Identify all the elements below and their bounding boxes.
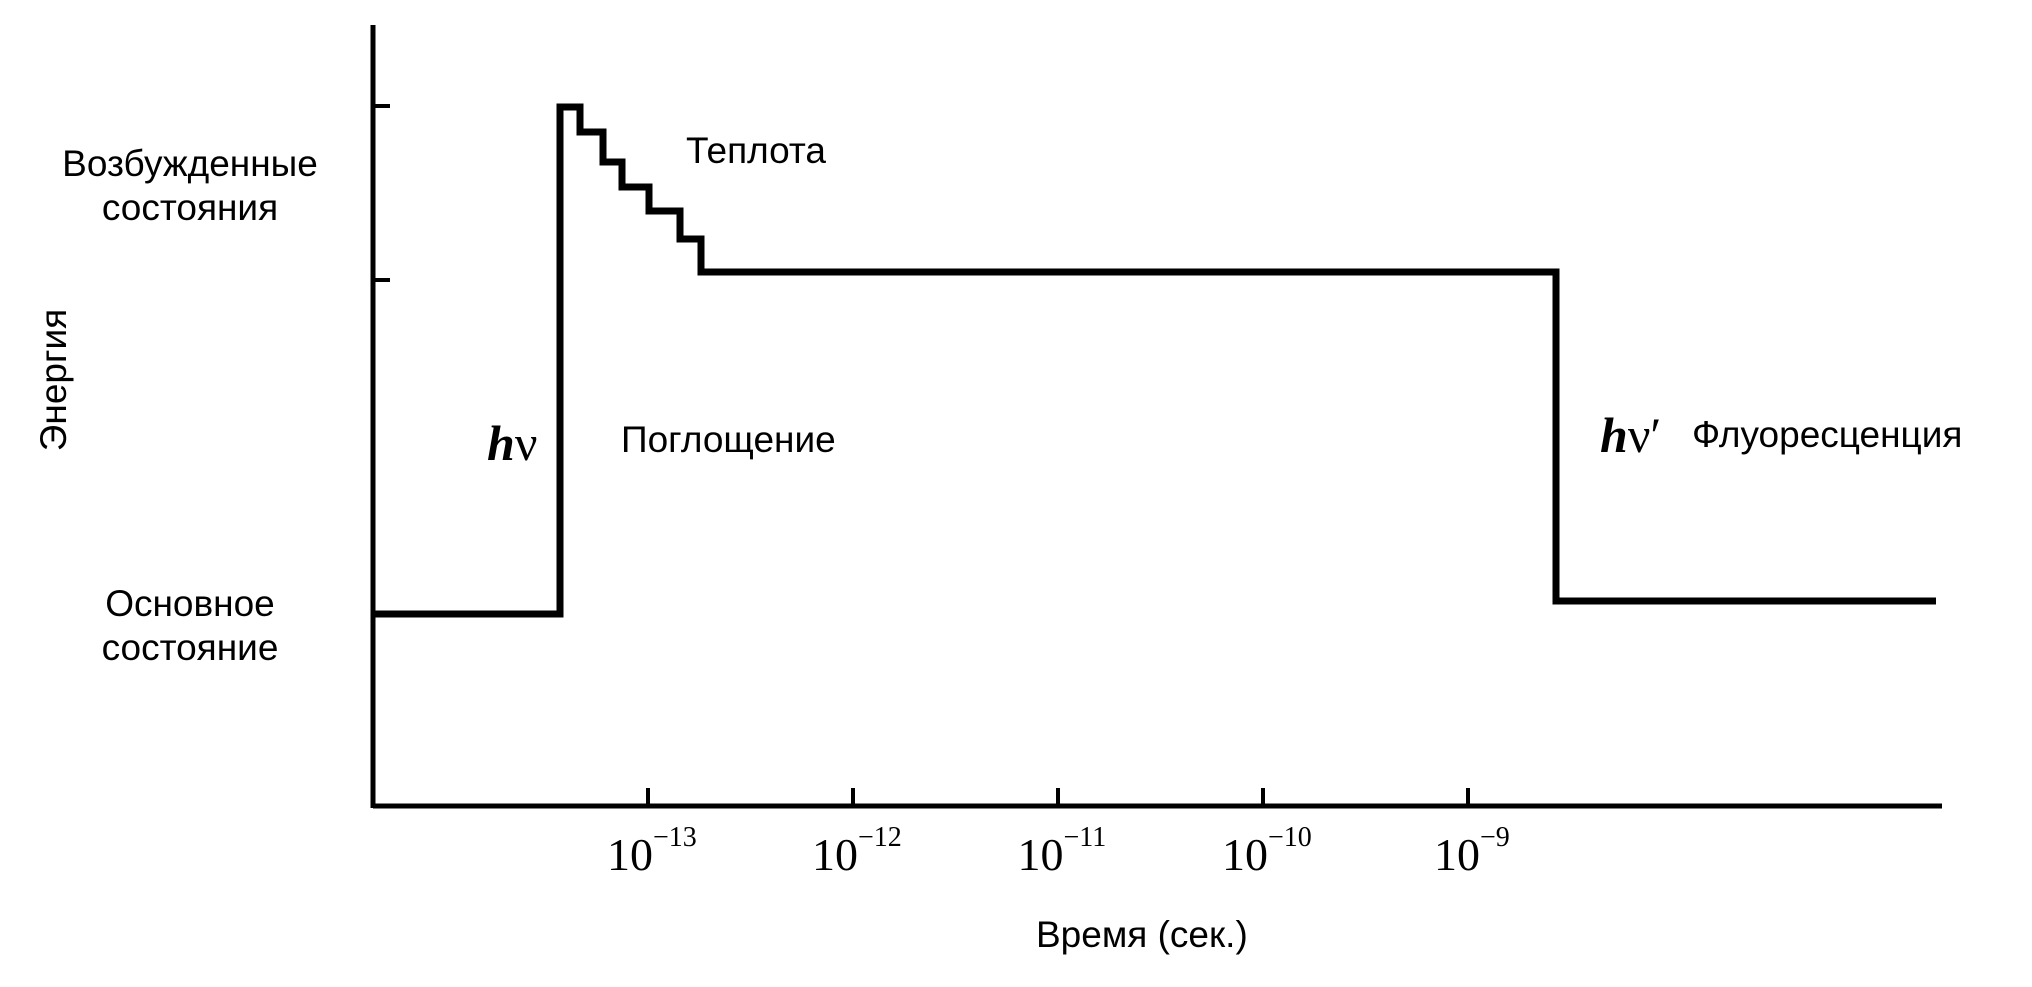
- absorption-label: Поглощение: [621, 419, 836, 460]
- x-tick-label-base: 10: [1222, 829, 1268, 880]
- x-tick-label-base: 10: [812, 829, 858, 880]
- fluorescence-symbol: hν′: [1600, 405, 1661, 465]
- x-tick-label-exponent: −11: [1063, 822, 1107, 853]
- x-tick-label: 10−11: [1017, 822, 1107, 881]
- excited-states-line-2: состояния: [101, 187, 279, 229]
- x-tick-label-exponent: −13: [653, 822, 697, 853]
- x-tick-label: 10−13: [607, 822, 697, 881]
- planck-h: h: [487, 415, 515, 471]
- x-tick-label-exponent: −12: [858, 822, 902, 853]
- excited-states-line-1: Возбужденные: [62, 143, 318, 184]
- ground-state-label: Основное состояние: [70, 582, 310, 671]
- excited-states-label: Возбужденные состояния: [30, 142, 350, 231]
- x-tick-label-base: 10: [1017, 829, 1064, 880]
- x-tick-label-base: 10: [607, 829, 653, 880]
- x-tick-label-exponent: −10: [1268, 822, 1312, 853]
- x-tick-label-exponent: −9: [1480, 822, 1510, 853]
- nu-symbol: ν: [514, 415, 538, 471]
- absorption-symbol: hν: [487, 413, 537, 473]
- planck-h: h: [1600, 407, 1628, 463]
- x-tick-label: 10−9: [1434, 822, 1510, 881]
- ground-state-line-1: Основное: [105, 583, 275, 624]
- x-axis-title: Время (сек.): [1036, 914, 1248, 955]
- fluorescence-label: Флуоресценция: [1692, 414, 1963, 455]
- energy-trace: [375, 103, 1936, 618]
- x-axis-ticks: [646, 788, 1470, 806]
- x-tick-label-base: 10: [1434, 829, 1480, 880]
- ground-state-line-2: состояние: [101, 627, 279, 669]
- heat-label: Теплота: [686, 130, 827, 171]
- nu-prime-symbol: ν′: [1627, 407, 1662, 463]
- y-axis-title: Энергия: [32, 308, 74, 452]
- x-tick-label: 10−12: [812, 822, 902, 881]
- x-tick-label: 10−10: [1222, 822, 1312, 881]
